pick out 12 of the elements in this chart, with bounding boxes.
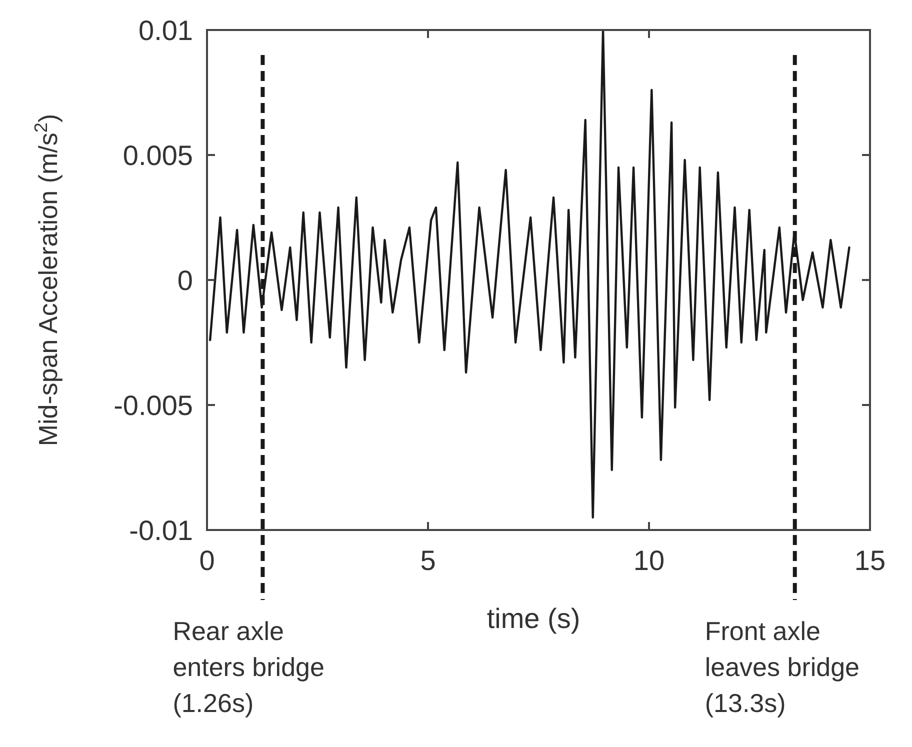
- x-tick-label: 5: [420, 545, 436, 576]
- y-tick-label: 0.005: [122, 140, 193, 171]
- y-tick-label: 0.01: [138, 15, 193, 46]
- y-tick-label: 0: [177, 265, 193, 296]
- x-tick-label: 15: [854, 545, 886, 576]
- y-tick-label: -0.005: [114, 390, 193, 421]
- ref-line-label: Rear axle enters bridge (1.26s): [172, 616, 324, 718]
- ref-line-label: Front axle leaves bridge (13.3s): [704, 616, 860, 718]
- y-tick-label: -0.01: [129, 515, 193, 546]
- x-tick-label: 10: [633, 545, 665, 576]
- x-axis-title: time (s): [486, 603, 580, 634]
- x-tick-label: 0: [199, 545, 215, 576]
